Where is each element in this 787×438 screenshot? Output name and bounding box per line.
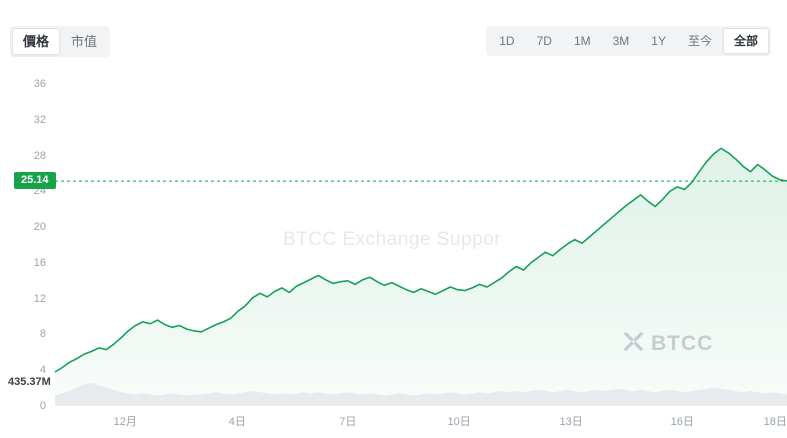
range-ytd[interactable]: 至今	[677, 28, 723, 54]
btcc-logo-text: BTCC	[651, 332, 714, 355]
x-axis-tick: 10日	[447, 416, 471, 428]
price-area-fill	[55, 148, 787, 406]
y-axis-tick: 28	[33, 149, 46, 162]
x-axis-tick: 7日	[339, 416, 357, 428]
current-price-badge: 25.14	[14, 172, 56, 190]
volume-area	[55, 383, 787, 406]
y-axis-tick: 0	[39, 400, 46, 412]
y-axis-tick: 12	[33, 292, 46, 305]
y-axis-tick: 36	[33, 78, 46, 90]
y-axis-tick: 8	[39, 328, 46, 341]
range-1d[interactable]: 1D	[488, 28, 525, 54]
btcc-snowflake-icon	[622, 330, 645, 358]
y-axis-tick: 16	[33, 256, 46, 269]
x-axis-tick: 13日	[559, 416, 583, 428]
price-line	[54, 147, 787, 373]
x-axis-tick: 4日	[228, 416, 246, 428]
y-axis-tick: 20	[33, 221, 46, 234]
x-axis-tick: 16日	[670, 416, 694, 428]
range-7d[interactable]: 7D	[526, 28, 563, 54]
y-axis-tick: 32	[33, 113, 46, 126]
volume-axis-label: 435.37M	[6, 376, 53, 388]
time-range-selector: 1D 7D 1M 3M 1Y 至今 全部	[486, 26, 771, 56]
tab-market-cap[interactable]: 市值	[60, 28, 108, 55]
range-all[interactable]: 全部	[722, 28, 769, 54]
range-1m[interactable]: 1M	[563, 28, 602, 54]
range-3m[interactable]: 3M	[602, 28, 641, 54]
tab-price[interactable]: 價格	[12, 28, 61, 55]
range-1y[interactable]: 1Y	[640, 28, 677, 54]
btcc-logo: BTCC	[622, 330, 713, 358]
y-axis-tick: 4	[39, 364, 46, 377]
x-axis-tick: 12月	[113, 416, 137, 428]
x-axis-tick: 18日	[763, 416, 787, 428]
metric-tabs: 價格 市值	[10, 26, 111, 57]
